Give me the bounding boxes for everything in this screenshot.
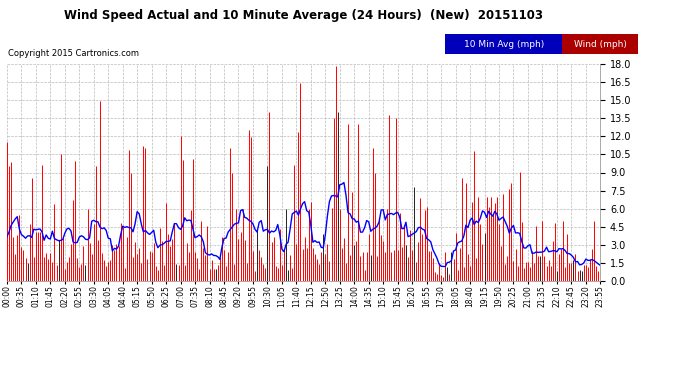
Text: Wind (mph): Wind (mph)	[574, 40, 627, 49]
Text: Copyright 2015 Cartronics.com: Copyright 2015 Cartronics.com	[8, 49, 139, 58]
Text: Wind Speed Actual and 10 Minute Average (24 Hours)  (New)  20151103: Wind Speed Actual and 10 Minute Average …	[64, 9, 543, 22]
Text: 10 Min Avg (mph): 10 Min Avg (mph)	[464, 40, 544, 49]
